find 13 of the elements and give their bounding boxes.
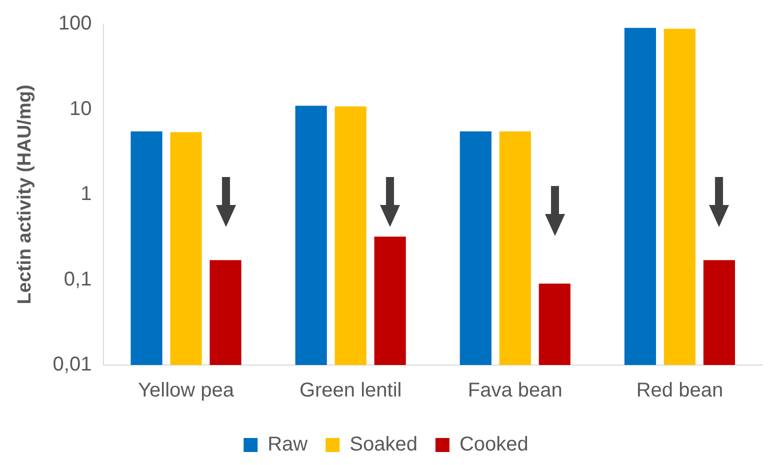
- x-tick-label: Red bean: [636, 380, 724, 402]
- y-tick-label: 10: [69, 98, 92, 120]
- x-tick-label: Yellow pea: [138, 380, 235, 402]
- x-tick-label: Green lentil: [299, 380, 402, 402]
- y-tick-label: 1: [80, 183, 92, 206]
- x-tick-label: Fava bean: [468, 380, 562, 402]
- y-axis-title: Lectin activity (HAU/mg): [14, 84, 36, 304]
- y-tick-label: 0,1: [64, 268, 92, 290]
- legend-label: Soaked: [350, 434, 418, 456]
- y-tick-label: 0,01: [52, 354, 92, 376]
- y-tick-label: 100: [58, 12, 92, 35]
- legend-label: Cooked: [459, 434, 528, 456]
- legend-label: Raw: [268, 434, 308, 456]
